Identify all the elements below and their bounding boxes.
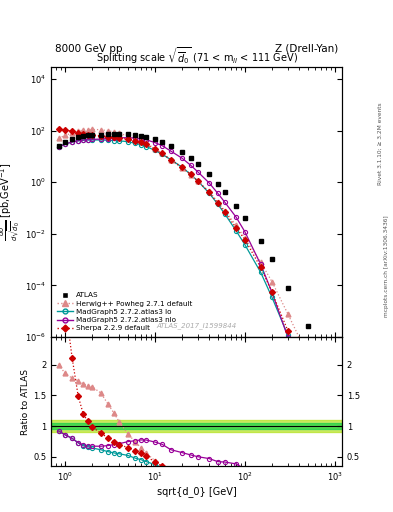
Text: 8000 GeV pp: 8000 GeV pp — [55, 44, 123, 54]
Title: Splitting scale $\sqrt{\overline{d}_0}$ (71 < m$_{ll}$ < 111 GeV): Splitting scale $\sqrt{\overline{d}_0}$ … — [95, 46, 298, 67]
Text: Z (Drell-Yan): Z (Drell-Yan) — [275, 44, 338, 54]
Y-axis label: $\frac{d\sigma}{d\sqrt{\overline{d_0}}}$ [pb,GeV$^{-1}$]: $\frac{d\sigma}{d\sqrt{\overline{d_0}}}$… — [0, 162, 22, 241]
Legend: ATLAS, Herwig++ Powheg 2.7.1 default, MadGraph5 2.7.2.atlas3 lo, MadGraph5 2.7.2: ATLAS, Herwig++ Powheg 2.7.1 default, Ma… — [55, 290, 194, 333]
Text: Rivet 3.1.10; ≥ 3.2M events: Rivet 3.1.10; ≥ 3.2M events — [378, 102, 383, 185]
Text: ATLAS_2017_I1599844: ATLAS_2017_I1599844 — [156, 322, 237, 329]
Bar — [51, 420, 342, 432]
X-axis label: sqrt{d_0} [GeV]: sqrt{d_0} [GeV] — [157, 486, 236, 497]
Bar — [51, 423, 342, 429]
Y-axis label: Ratio to ATLAS: Ratio to ATLAS — [21, 369, 30, 435]
Text: mcplots.cern.ch [arXiv:1306.3436]: mcplots.cern.ch [arXiv:1306.3436] — [384, 216, 389, 317]
